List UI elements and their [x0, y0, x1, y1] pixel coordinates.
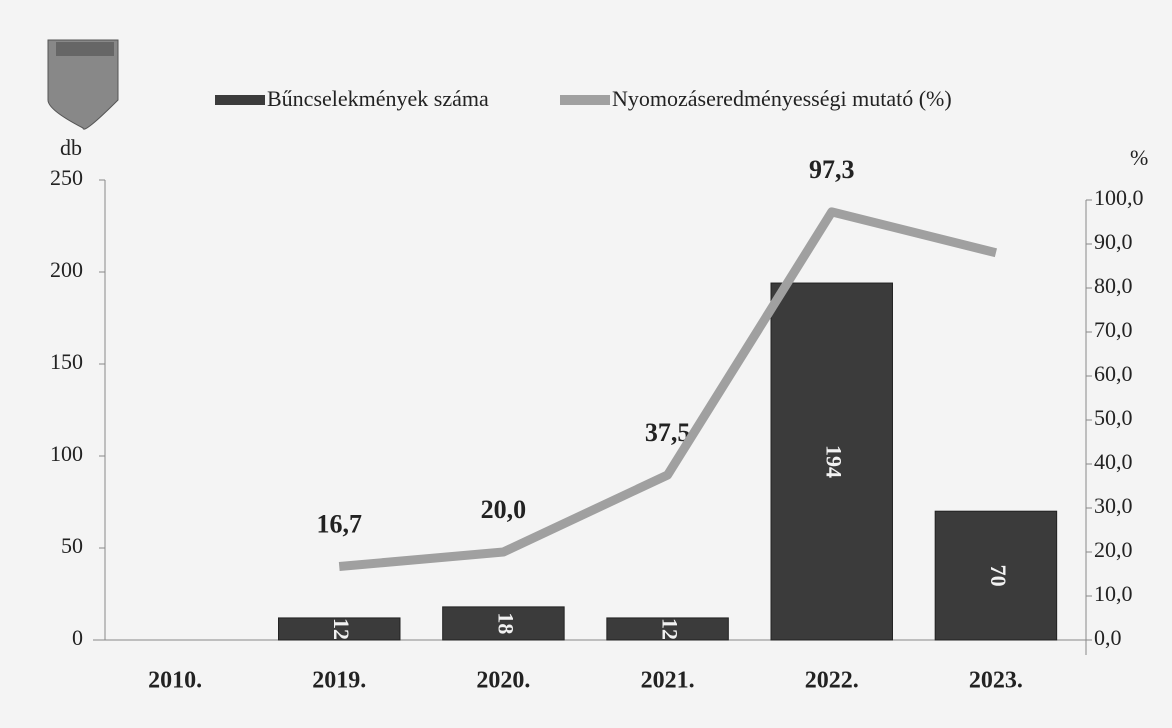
bar: [442, 606, 565, 641]
line-value-label: 16,7: [317, 509, 363, 538]
logo: [47, 39, 119, 130]
y2-tick-label: 30,0: [1094, 493, 1133, 518]
x-tick-label: 2019.: [312, 668, 366, 694]
bar-value-label: 12: [329, 618, 354, 640]
bar-value-label: 70: [986, 565, 1011, 587]
x-tick-label: 2010.: [148, 668, 202, 694]
bar-value-label: 12: [658, 618, 683, 640]
y2-tick-label: 50,0: [1094, 405, 1133, 430]
y-tick-label: 150: [50, 349, 83, 374]
y2-tick-label: 70,0: [1094, 317, 1133, 342]
bar: [606, 617, 729, 641]
line-value-label: 97,3: [809, 155, 855, 184]
y-tick-label: 50: [61, 533, 83, 558]
y2-tick-label: 90,0: [1094, 229, 1133, 254]
y2-tick-label: 20,0: [1094, 537, 1133, 562]
line-value-label: 37,5: [645, 418, 691, 447]
y-tick-label: 250: [50, 165, 83, 190]
y2-tick-label: 10,0: [1094, 581, 1133, 606]
legend-label: Bűncselekmények száma: [267, 86, 489, 111]
x-tick-label: 2022.: [805, 668, 859, 694]
bar: [934, 510, 1058, 641]
bar-value-label: 18: [493, 612, 518, 634]
y2-tick-label: 60,0: [1094, 361, 1133, 386]
x-tick-label: 2020.: [476, 668, 530, 694]
y2-tick-label: 40,0: [1094, 449, 1133, 474]
legend-swatch: [215, 95, 265, 105]
y2-tick-label: 0,0: [1094, 625, 1122, 650]
bar: [770, 282, 893, 641]
bar: [278, 617, 401, 641]
line-value-label: 20,0: [481, 495, 527, 524]
y2-axis-title: %: [1130, 145, 1148, 170]
y2-tick-label: 80,0: [1094, 273, 1133, 298]
line: [338, 207, 998, 572]
x-tick-label: 2021.: [641, 668, 695, 694]
y-tick-label: 0: [72, 625, 83, 650]
legend-swatch: [560, 95, 610, 105]
x-tick-label: 2023.: [969, 668, 1023, 694]
legend-label: Nyomozáseredményességi mutató (%): [612, 86, 952, 111]
y-tick-label: 100: [50, 441, 83, 466]
bar-value-label: 194: [822, 445, 847, 478]
y2-tick-label: 100,0: [1094, 185, 1144, 210]
y-axis-title: db: [60, 135, 82, 160]
y-tick-label: 200: [50, 257, 83, 282]
